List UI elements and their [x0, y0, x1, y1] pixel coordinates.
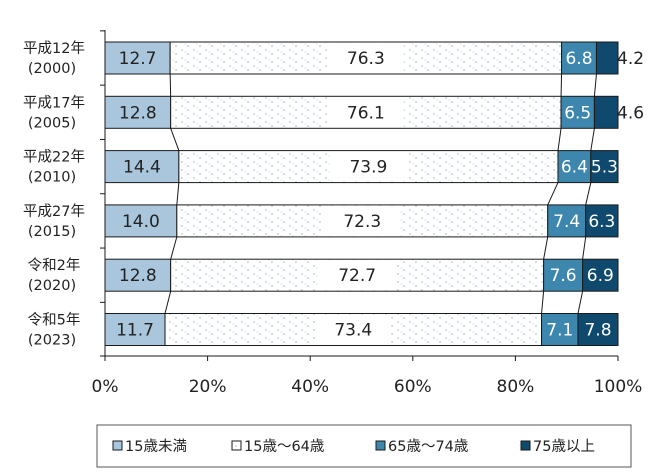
legend-swatch [375, 440, 386, 451]
series-connector-line [170, 236, 178, 260]
category-label: 平成22年 [23, 149, 85, 166]
legend-entry: 15歳未満 [125, 438, 187, 455]
series-connector-line [541, 291, 545, 314]
x-tick-label: 100% [594, 377, 643, 397]
data-label-background [327, 97, 404, 128]
legend-swatch [231, 440, 242, 451]
bar-segment [543, 258, 584, 292]
data-label: 73.4 [334, 321, 372, 341]
legend-entry: 15歳～64歳 [244, 438, 324, 455]
bar-segment [104, 150, 180, 184]
series-connector-line [560, 73, 563, 97]
bar-segment [547, 204, 587, 238]
data-label: 11.7 [116, 321, 154, 341]
bar-segment [593, 95, 619, 129]
data-label: 6.4 [561, 158, 588, 178]
legend: 15歳未満 15歳～64歳 65歳～74歳 75歳以上 [96, 424, 632, 468]
data-label: 6.3 [588, 212, 615, 232]
data-label: 76.3 [347, 49, 385, 69]
series-connector-line [543, 236, 549, 260]
legend-swatch [520, 440, 531, 451]
category-label: 平成12年 [23, 40, 85, 57]
series-connector-line [176, 182, 180, 205]
data-label-background [315, 314, 392, 345]
data-label-background [324, 205, 401, 236]
category-label: (2010) [28, 170, 76, 186]
bar-segment [577, 313, 619, 346]
x-tick-label: 40% [291, 377, 329, 397]
data-label: 4.2 [617, 49, 644, 69]
bar-segment [541, 313, 579, 346]
category-label: (2005) [28, 115, 76, 131]
x-tick-label: 80% [497, 377, 535, 397]
legend-swatch [112, 440, 123, 451]
series-connector-line [593, 73, 597, 97]
data-label: 14.0 [122, 212, 160, 232]
series-connector-line [557, 128, 562, 151]
category-label: (2020) [28, 278, 76, 294]
data-label: 12.8 [119, 266, 157, 286]
data-label: 6.9 [587, 266, 614, 286]
legend-entry: 65歳～74歳 [388, 438, 468, 455]
series-connector-line [169, 73, 172, 97]
data-label: 76.1 [347, 103, 385, 123]
bar-segment [582, 258, 619, 292]
legend-box [96, 424, 632, 468]
data-label: 5.3 [591, 158, 618, 178]
bar-segment [561, 41, 597, 75]
data-label: 4.6 [617, 103, 644, 123]
bar-segment [595, 41, 619, 75]
bar-segment [557, 150, 592, 184]
series-connector-line [170, 128, 180, 151]
data-label: 7.4 [553, 212, 580, 232]
series-connector-line [164, 291, 172, 314]
bar-segment [585, 204, 619, 238]
category-label: 令和2年 [28, 257, 81, 274]
category-label: (2023) [28, 333, 76, 349]
data-label: 7.6 [550, 266, 577, 286]
data-label: 12.7 [119, 49, 157, 69]
bar-segment [560, 95, 595, 129]
data-label: 72.7 [338, 266, 376, 286]
series-connector-line [577, 291, 584, 314]
category-label: 令和5年 [28, 312, 81, 329]
series-connector-line [590, 128, 595, 151]
category-label: (2000) [28, 61, 76, 77]
data-label: 73.9 [349, 158, 387, 178]
category-label: 平成17年 [23, 94, 85, 111]
x-tick-label: 60% [394, 377, 432, 397]
data-label-background [330, 151, 407, 182]
data-label: 6.5 [564, 103, 591, 123]
bar-segment [104, 313, 166, 346]
category-label: (2015) [28, 224, 76, 240]
data-label: 72.3 [343, 212, 381, 232]
x-tick-label: 0% [92, 377, 119, 397]
data-label-background [327, 43, 404, 73]
data-label: 7.8 [584, 321, 611, 341]
bar-segment [590, 150, 619, 184]
bar-segment [104, 41, 171, 75]
data-label: 12.8 [119, 103, 157, 123]
x-tick-label: 20% [189, 377, 227, 397]
data-label-background [319, 260, 396, 291]
legend-entry: 75歳以上 [533, 438, 595, 455]
data-label: 6.8 [565, 49, 592, 69]
series-connector-line [547, 182, 559, 206]
series-connector-line [585, 182, 592, 206]
category-label: 平成27年 [23, 203, 85, 220]
data-label: 14.4 [123, 158, 161, 178]
series-connector-line [582, 236, 587, 260]
data-label: 7.1 [546, 321, 573, 341]
plot-area: 12.7 76.3 6.8 4.2 12.8 76.1 6.5 4.6 14.4 73.9 6.4 5… [23, 30, 644, 397]
